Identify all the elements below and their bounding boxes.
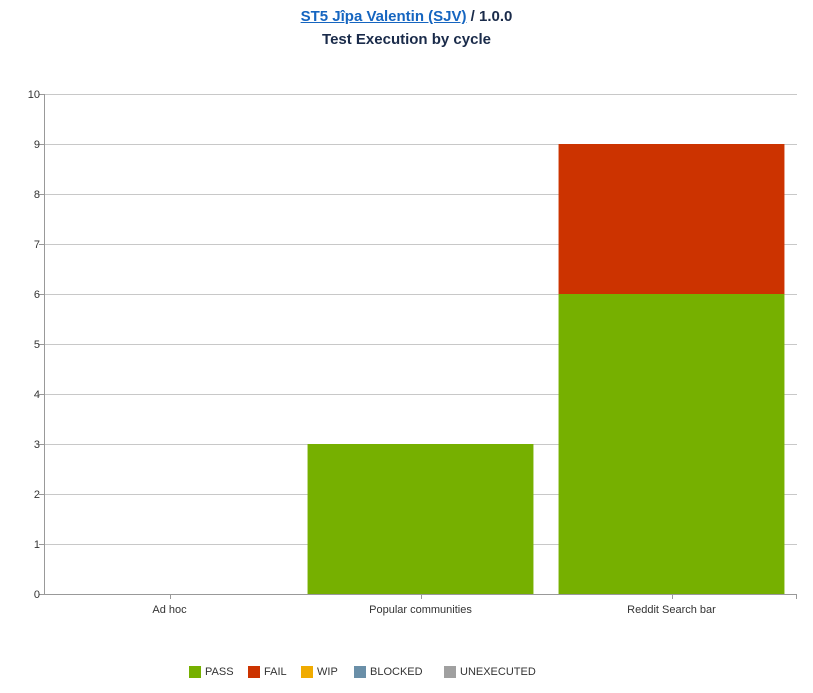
- chart-subtitle: Test Execution by cycle: [322, 31, 491, 48]
- legend-label-fail: FAIL: [264, 666, 287, 678]
- legend-label-unexecuted: UNEXECUTED: [460, 666, 536, 678]
- legend-label-blocked: BLOCKED: [370, 666, 423, 678]
- y-tick-label: 8: [34, 189, 40, 201]
- bar-chart: 0 1 2 3 4 5 6 7 8 9 10 Ad hoc Popular communities Red…: [28, 89, 797, 616]
- y-tick-label: 1: [34, 539, 40, 551]
- legend-swatch-pass: [189, 666, 201, 678]
- legend-item-pass[interactable]: PASS: [189, 666, 234, 678]
- legend-swatch-blocked: [354, 666, 366, 678]
- legend-swatch-fail: [248, 666, 260, 678]
- legend: PASS FAIL WIP BLOCKED UNEXECUTED: [0, 666, 813, 682]
- y-tick-label: 7: [34, 239, 40, 251]
- project-link[interactable]: ST5 Jîpa Valentin (SJV): [300, 8, 467, 25]
- title-separator: /: [466, 8, 480, 25]
- legend-swatch-wip: [301, 666, 313, 678]
- legend-item-wip[interactable]: WIP: [301, 666, 338, 678]
- bars: [307, 144, 785, 594]
- version-label: 1.0.0: [479, 8, 513, 25]
- y-tick-label: 10: [28, 89, 40, 101]
- chart-title: ST5 Jîpa Valentin (SJV) / 1.0.0: [0, 8, 813, 25]
- legend-item-unexecuted[interactable]: UNEXECUTED: [444, 666, 536, 678]
- y-tick-label: 5: [34, 339, 40, 351]
- axes: 0 1 2 3 4 5 6 7 8 9 10 Ad hoc Popular communities Red…: [28, 89, 797, 616]
- bar-fail-2: [558, 144, 785, 294]
- x-tick-label: Popular communities: [369, 604, 472, 616]
- bar-pass-1: [307, 444, 534, 594]
- y-tick-label: 0: [34, 589, 40, 601]
- y-tick-label: 9: [34, 139, 40, 151]
- legend-label-pass: PASS: [205, 666, 234, 678]
- x-tick-label: Reddit Search bar: [627, 604, 716, 616]
- legend-item-blocked[interactable]: BLOCKED: [354, 666, 423, 678]
- bar-pass-2: [558, 294, 785, 594]
- x-tick-label: Ad hoc: [152, 604, 187, 616]
- y-tick-label: 3: [34, 439, 40, 451]
- legend-label-wip: WIP: [317, 666, 338, 678]
- y-tick-label: 2: [34, 489, 40, 501]
- legend-item-fail[interactable]: FAIL: [248, 666, 287, 678]
- legend-swatch-unexecuted: [444, 666, 456, 678]
- y-tick-label: 6: [34, 289, 40, 301]
- y-tick-label: 4: [34, 389, 40, 401]
